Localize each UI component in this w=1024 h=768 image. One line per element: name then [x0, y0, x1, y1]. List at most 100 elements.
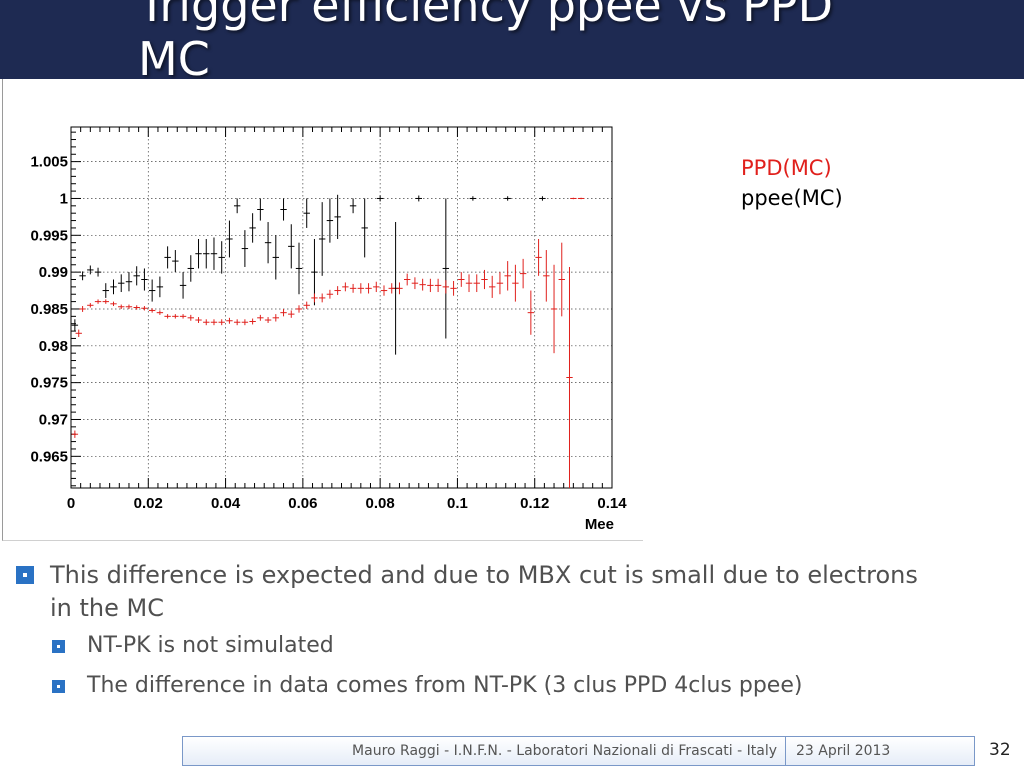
data-point	[79, 271, 86, 281]
data-point	[295, 242, 303, 295]
footer: Mauro Raggi - I.N.F.N. - Laboratori Nazi…	[182, 736, 975, 766]
y-tick-label: 0.995	[30, 227, 68, 244]
data-point	[71, 319, 79, 332]
data-point	[504, 261, 511, 291]
data-point	[241, 230, 249, 267]
series-ppd-mc	[71, 197, 585, 488]
data-point	[272, 314, 280, 322]
legend-ppd-mc: PPD(MC)	[741, 156, 832, 180]
data-point	[512, 264, 519, 302]
data-point	[94, 267, 102, 277]
data-point	[195, 317, 202, 323]
data-point	[473, 274, 480, 293]
y-tick-label: 0.98	[39, 338, 68, 355]
data-point	[326, 198, 334, 243]
data-point	[577, 197, 585, 200]
data-point	[396, 282, 403, 295]
data-point	[318, 293, 326, 303]
data-point	[203, 238, 210, 269]
data-point	[465, 274, 473, 293]
data-point	[125, 304, 133, 309]
data-point	[442, 198, 450, 339]
data-point	[288, 310, 295, 318]
title-bar: Trigger efficiency ppee vs PPD	[0, 0, 1024, 79]
data-point	[102, 299, 109, 304]
x-tick-label: 0.1	[447, 495, 468, 512]
bullet-main-text: This difference is expected and due to M…	[50, 561, 918, 622]
data-point	[118, 304, 125, 309]
data-point	[365, 283, 372, 294]
y-tick-label: 0.975	[30, 375, 68, 392]
data-point	[504, 196, 511, 201]
square-bullet-icon	[52, 640, 65, 653]
data-point	[187, 255, 194, 282]
data-point	[102, 283, 109, 298]
data-point	[411, 277, 419, 290]
data-point	[357, 283, 365, 294]
data-point	[118, 274, 125, 293]
data-point	[280, 308, 287, 317]
data-point	[172, 314, 179, 319]
data-point	[141, 306, 148, 311]
x-tick-label: 0.02	[134, 495, 163, 512]
data-point	[388, 283, 395, 294]
data-point	[218, 241, 225, 274]
data-point	[280, 198, 287, 221]
data-point	[403, 273, 411, 286]
y-tick-label: 0.985	[30, 301, 68, 318]
bullet-sub-2-text: The difference in data comes from NT-PK …	[87, 673, 803, 698]
data-point	[303, 301, 310, 309]
data-point	[179, 272, 187, 299]
data-point	[519, 258, 527, 289]
data-point	[539, 196, 546, 201]
x-axis-label: Mee	[585, 516, 614, 533]
data-point	[233, 198, 241, 214]
square-bullet-icon	[52, 680, 65, 693]
data-point	[361, 198, 368, 258]
data-point	[249, 213, 256, 243]
data-point	[334, 286, 341, 295]
data-point	[326, 289, 334, 299]
data-point	[226, 220, 233, 258]
efficiency-chart: 0 0.02 0.04 0.06 0.08 0.1 0.12 0.14 0.965 0.97 0.9…	[30, 126, 627, 533]
page-number: 32	[989, 740, 1011, 760]
data-point	[380, 285, 388, 296]
data-point	[481, 269, 488, 290]
footer-author: Mauro Raggi - I.N.F.N. - Laboratori Nazi…	[183, 737, 786, 765]
y-tick-label: 0.97	[39, 411, 68, 428]
data-point	[264, 317, 272, 323]
data-point	[264, 222, 272, 264]
data-point	[172, 250, 179, 273]
data-point	[415, 195, 422, 202]
square-bullet-icon	[16, 566, 34, 584]
data-point	[543, 250, 550, 302]
data-point	[469, 196, 477, 201]
data-point	[233, 319, 241, 326]
data-point	[110, 279, 117, 295]
data-point	[318, 202, 326, 276]
data-point	[342, 282, 349, 292]
data-point	[164, 246, 171, 269]
data-point	[156, 276, 164, 298]
y-tick-label: 1	[60, 190, 68, 207]
chart-frame: 0 0.02 0.04 0.06 0.08 0.1 0.12 0.14 0.965 0.97 0.9…	[2, 79, 643, 541]
data-point	[75, 329, 82, 337]
data-point	[71, 430, 79, 438]
data-point	[288, 224, 295, 269]
data-point	[303, 198, 310, 228]
data-point	[419, 278, 426, 291]
data-point	[133, 266, 140, 286]
data-point	[550, 264, 558, 354]
axis-ticks	[70, 127, 613, 488]
series-ppee-mc	[71, 194, 546, 355]
data-point	[141, 268, 148, 291]
data-point	[203, 319, 210, 326]
data-point	[148, 279, 156, 302]
x-tick-label: 0.08	[366, 495, 395, 512]
x-tick-label: 0.04	[211, 495, 241, 512]
data-point	[125, 272, 133, 292]
data-point	[133, 305, 140, 310]
data-point	[489, 275, 496, 298]
data-point	[195, 238, 202, 269]
bullet-sub-1-text: NT-PK is not simulated	[87, 633, 334, 658]
